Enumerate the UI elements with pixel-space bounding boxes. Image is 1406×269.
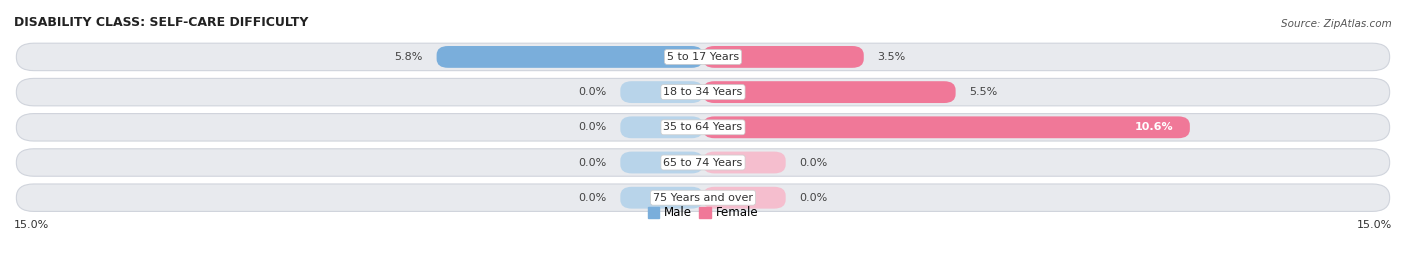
Text: 0.0%: 0.0% bbox=[578, 193, 606, 203]
Text: 10.6%: 10.6% bbox=[1135, 122, 1174, 132]
Text: 15.0%: 15.0% bbox=[1357, 220, 1392, 229]
FancyBboxPatch shape bbox=[17, 78, 1389, 106]
Text: 5.8%: 5.8% bbox=[395, 52, 423, 62]
FancyBboxPatch shape bbox=[17, 149, 1389, 176]
Text: 0.0%: 0.0% bbox=[578, 158, 606, 168]
Text: 18 to 34 Years: 18 to 34 Years bbox=[664, 87, 742, 97]
FancyBboxPatch shape bbox=[620, 116, 703, 138]
FancyBboxPatch shape bbox=[703, 152, 786, 174]
Text: DISABILITY CLASS: SELF-CARE DIFFICULTY: DISABILITY CLASS: SELF-CARE DIFFICULTY bbox=[14, 16, 308, 30]
Text: 0.0%: 0.0% bbox=[578, 122, 606, 132]
FancyBboxPatch shape bbox=[17, 184, 1389, 211]
Text: 65 to 74 Years: 65 to 74 Years bbox=[664, 158, 742, 168]
Text: 5.5%: 5.5% bbox=[969, 87, 998, 97]
FancyBboxPatch shape bbox=[703, 116, 1189, 138]
FancyBboxPatch shape bbox=[17, 114, 1389, 141]
FancyBboxPatch shape bbox=[437, 46, 703, 68]
Text: 5 to 17 Years: 5 to 17 Years bbox=[666, 52, 740, 62]
FancyBboxPatch shape bbox=[703, 187, 786, 209]
FancyBboxPatch shape bbox=[620, 152, 703, 174]
Text: 0.0%: 0.0% bbox=[800, 193, 828, 203]
Text: 35 to 64 Years: 35 to 64 Years bbox=[664, 122, 742, 132]
Text: 75 Years and over: 75 Years and over bbox=[652, 193, 754, 203]
Text: 0.0%: 0.0% bbox=[800, 158, 828, 168]
Legend: Male, Female: Male, Female bbox=[643, 202, 763, 224]
FancyBboxPatch shape bbox=[703, 81, 956, 103]
Text: 15.0%: 15.0% bbox=[14, 220, 49, 229]
Text: 3.5%: 3.5% bbox=[877, 52, 905, 62]
FancyBboxPatch shape bbox=[17, 43, 1389, 71]
Text: 0.0%: 0.0% bbox=[578, 87, 606, 97]
Text: Source: ZipAtlas.com: Source: ZipAtlas.com bbox=[1281, 19, 1392, 30]
FancyBboxPatch shape bbox=[620, 81, 703, 103]
FancyBboxPatch shape bbox=[620, 187, 703, 209]
FancyBboxPatch shape bbox=[703, 46, 863, 68]
